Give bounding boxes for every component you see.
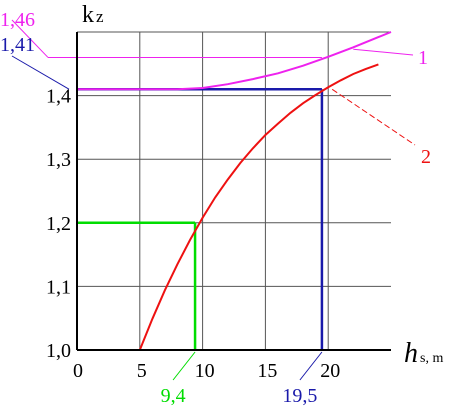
series-lines <box>77 31 392 351</box>
x-tick-label: 0 <box>73 360 83 382</box>
x-axis-title-sub: s, m <box>420 351 443 366</box>
ref-y-value-label: 1,41 <box>0 34 35 56</box>
series-1-leader <box>353 48 414 56</box>
series-line-1 <box>77 31 392 91</box>
ref-x-leader <box>172 351 196 381</box>
x-tick-label: 20 <box>320 360 340 382</box>
x-axis-title: h <box>404 338 418 369</box>
y-tick-label: 1,3 <box>46 149 71 171</box>
ref-leader-line <box>11 55 70 90</box>
y-axis-title: k <box>82 2 94 28</box>
y-axis-title-sub: z <box>96 7 104 26</box>
series-2-leader <box>331 88 416 146</box>
series-1-label: 1 <box>418 47 428 69</box>
series-line-2 <box>138 63 379 351</box>
series-2-label: 2 <box>421 146 431 168</box>
labels: 1 2 1,0 1,1 1,2 1,3 1,4 0 5 10 15 20 9,4 1,41 19,5 1,46… <box>0 2 443 407</box>
ref-x-value-label: 9,4 <box>161 385 186 407</box>
x-tick-label: 10 <box>195 360 215 382</box>
ref-x-leader <box>299 351 323 381</box>
y-tick-label: 1,2 <box>46 213 71 235</box>
ref-x-value-label: 19,5 <box>282 385 317 407</box>
ref-y-value-label: 1,46 <box>0 9 35 31</box>
ref-leader-line <box>11 19 49 58</box>
axes <box>76 32 391 351</box>
y-tick-label: 1,0 <box>46 340 71 362</box>
x-tick-label: 15 <box>257 360 277 382</box>
y-tick-label: 1,1 <box>46 276 71 298</box>
x-tick-label: 5 <box>137 360 147 382</box>
y-tick-label: 1,4 <box>46 86 71 108</box>
